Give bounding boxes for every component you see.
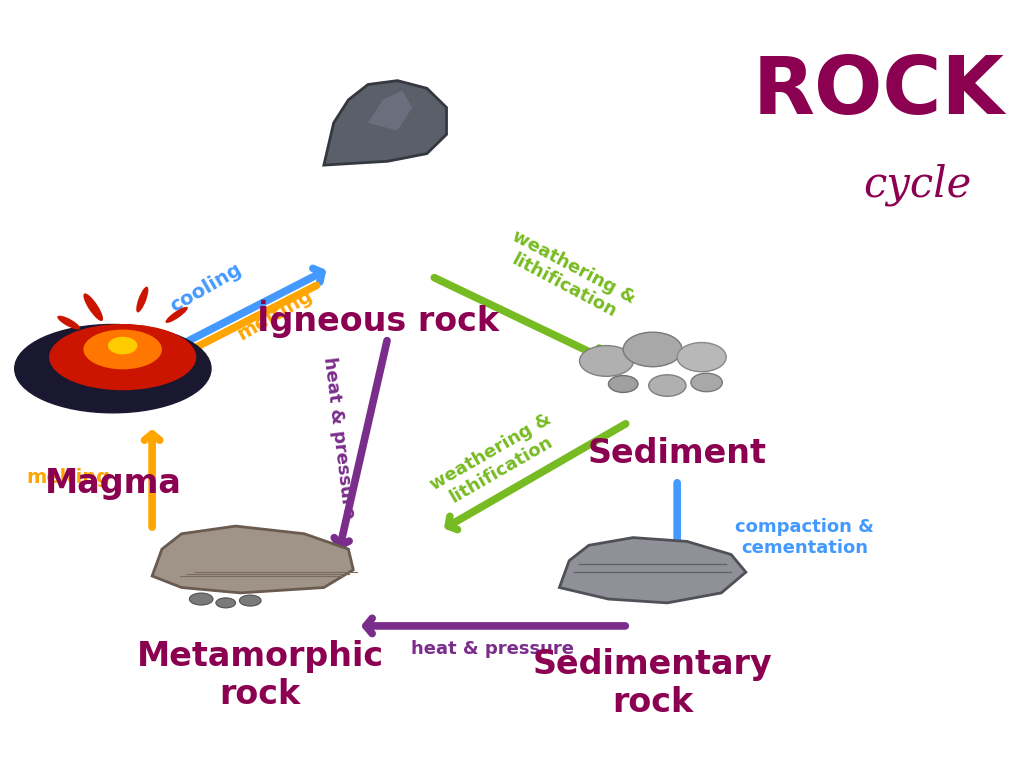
Text: weathering &
lithification: weathering & lithification <box>427 410 564 511</box>
Polygon shape <box>153 526 353 593</box>
Polygon shape <box>368 91 413 131</box>
Text: melting: melting <box>27 468 111 487</box>
Ellipse shape <box>677 343 726 372</box>
Text: ROCK: ROCK <box>753 53 1005 131</box>
Ellipse shape <box>624 332 682 366</box>
Text: weathering &
lithification: weathering & lithification <box>500 227 639 326</box>
Ellipse shape <box>648 375 686 396</box>
Polygon shape <box>324 81 446 165</box>
Text: melting: melting <box>233 286 316 344</box>
Polygon shape <box>559 538 745 603</box>
Text: cycle: cycle <box>863 163 972 206</box>
Ellipse shape <box>189 593 213 605</box>
Ellipse shape <box>580 346 634 376</box>
Text: İgneous rock: İgneous rock <box>257 300 499 338</box>
Ellipse shape <box>83 293 103 321</box>
Ellipse shape <box>166 306 187 323</box>
Text: Sediment: Sediment <box>588 437 767 469</box>
Ellipse shape <box>83 329 162 369</box>
Text: heat & pressure: heat & pressure <box>319 356 357 520</box>
Ellipse shape <box>14 324 211 413</box>
Ellipse shape <box>608 376 638 392</box>
Text: heat & pressure: heat & pressure <box>412 640 574 658</box>
Text: Magma: Magma <box>44 468 181 500</box>
Text: Sedimentary
rock: Sedimentary rock <box>532 648 772 719</box>
Ellipse shape <box>136 286 148 313</box>
Ellipse shape <box>108 336 137 355</box>
Text: Metamorphic
rock: Metamorphic rock <box>136 641 384 711</box>
Ellipse shape <box>240 595 261 606</box>
Ellipse shape <box>691 373 722 392</box>
Text: compaction &
cementation: compaction & cementation <box>735 518 874 557</box>
Ellipse shape <box>49 324 197 390</box>
Text: cooling: cooling <box>167 260 246 316</box>
Ellipse shape <box>216 598 236 608</box>
Ellipse shape <box>57 316 80 329</box>
